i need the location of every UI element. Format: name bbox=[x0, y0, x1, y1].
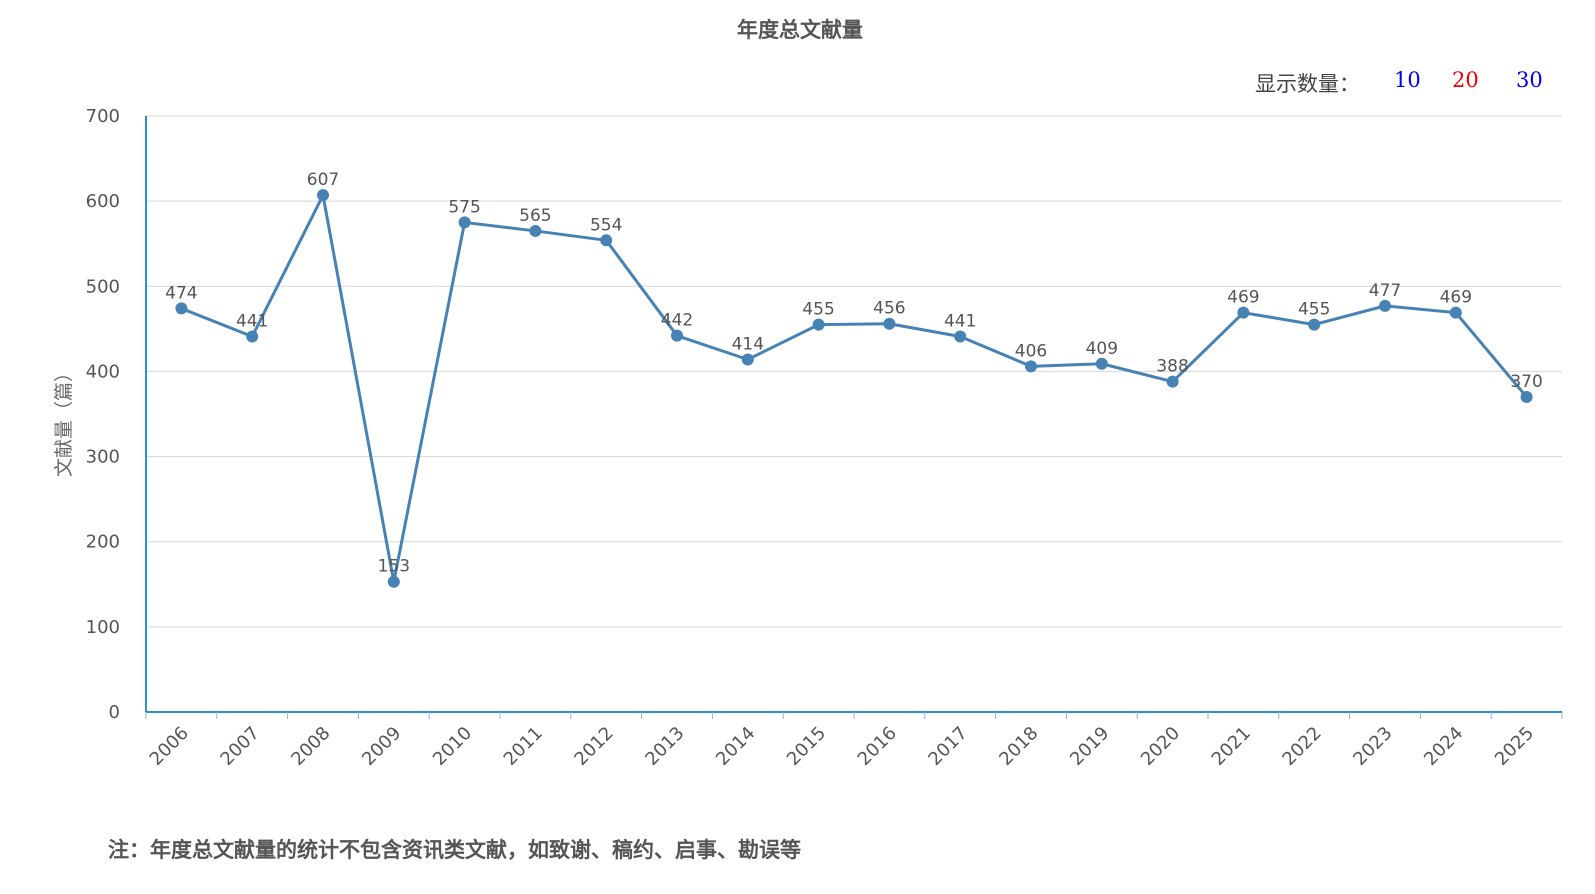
data-label: 469 bbox=[1440, 288, 1472, 308]
data-label: 477 bbox=[1369, 281, 1401, 301]
x-tick-label: 2020 bbox=[1137, 723, 1184, 770]
data-label: 554 bbox=[590, 215, 622, 235]
footnote: 注：年度总文献量的统计不包含资讯类文献，如致谢、稿约、启事、勘误等 bbox=[108, 838, 801, 862]
data-point bbox=[1379, 299, 1391, 312]
chart-title: 年度总文献量 bbox=[737, 18, 863, 42]
x-tick-label: 2025 bbox=[1491, 723, 1538, 770]
display-count-label: 显示数量： bbox=[1255, 72, 1360, 96]
data-point bbox=[1166, 375, 1179, 388]
data-label: 388 bbox=[1156, 357, 1188, 377]
x-tick-label: 2008 bbox=[287, 723, 334, 770]
data-label: 565 bbox=[519, 206, 551, 226]
data-point bbox=[883, 317, 896, 330]
data-label: 441 bbox=[944, 312, 976, 332]
x-tick-label: 2013 bbox=[641, 723, 688, 770]
x-tick-label: 2009 bbox=[358, 723, 405, 770]
data-point bbox=[529, 224, 542, 237]
grid-lines bbox=[146, 115, 1562, 628]
data-label: 456 bbox=[873, 299, 905, 319]
x-tick-label: 2021 bbox=[1208, 723, 1255, 770]
axes: 0 100 200 300 400 500 600 700 2006 2007 2008 2009 20… bbox=[86, 106, 1563, 770]
x-tick-label: 2012 bbox=[570, 723, 617, 770]
data-label: 469 bbox=[1227, 288, 1259, 308]
data-point bbox=[1520, 390, 1533, 403]
data-label: 409 bbox=[1086, 339, 1118, 359]
y-tick-label: 700 bbox=[86, 106, 120, 127]
data-point bbox=[812, 318, 825, 331]
data-label: 607 bbox=[307, 170, 339, 190]
data-point bbox=[1237, 306, 1250, 319]
data-point bbox=[1308, 318, 1321, 331]
count-option-20[interactable]: 20 bbox=[1452, 68, 1479, 92]
data-label: 442 bbox=[661, 311, 693, 331]
data-point bbox=[671, 329, 683, 342]
x-tick-label: 2006 bbox=[146, 723, 193, 770]
x-tick-label: 2019 bbox=[1066, 723, 1113, 770]
x-tick-label: 2022 bbox=[1278, 723, 1325, 770]
y-tick-label: 500 bbox=[86, 276, 120, 297]
x-tick-label: 2010 bbox=[429, 723, 476, 770]
data-point bbox=[246, 330, 259, 343]
display-count-selector: 显示数量： 10 20 30 bbox=[1255, 66, 1595, 100]
x-tick-label: 2007 bbox=[216, 723, 263, 770]
y-tick-label: 200 bbox=[86, 532, 120, 553]
series-line bbox=[180, 193, 1528, 584]
x-tick-label: 2011 bbox=[500, 723, 547, 770]
data-point bbox=[175, 302, 188, 315]
data-point bbox=[458, 216, 471, 229]
data-label: 575 bbox=[448, 197, 480, 217]
data-label: 406 bbox=[1015, 341, 1047, 361]
x-tick-label: 2017 bbox=[924, 723, 971, 770]
x-tick-label: 2018 bbox=[995, 723, 1042, 770]
y-axis-title: 文献量（篇） bbox=[53, 363, 75, 477]
data-label: 455 bbox=[1298, 300, 1330, 320]
data-series bbox=[175, 189, 1533, 588]
data-point bbox=[741, 353, 754, 366]
data-label: 370 bbox=[1510, 372, 1542, 392]
data-point bbox=[1449, 306, 1462, 319]
x-tick-label: 2023 bbox=[1349, 723, 1396, 770]
x-tick-label: 2024 bbox=[1420, 723, 1467, 770]
data-label: 441 bbox=[236, 312, 268, 332]
y-tick-label: 600 bbox=[86, 191, 120, 212]
x-tick-label: 2014 bbox=[712, 723, 759, 770]
data-label: 474 bbox=[165, 283, 197, 303]
data-labels: 474 441 607 153 575 565 554 442 414 455 456 441 406 4… bbox=[165, 170, 1543, 577]
y-tick-label: 400 bbox=[86, 361, 120, 382]
x-tick-label: 2015 bbox=[783, 723, 830, 770]
data-point bbox=[600, 234, 613, 247]
count-option-30[interactable]: 30 bbox=[1516, 68, 1543, 92]
data-point bbox=[387, 575, 400, 588]
y-tick-label: 100 bbox=[86, 617, 120, 638]
y-tick-label: 0 bbox=[109, 702, 120, 723]
data-label: 414 bbox=[732, 335, 764, 355]
data-label: 153 bbox=[378, 557, 410, 577]
data-point bbox=[1025, 360, 1037, 373]
data-point bbox=[954, 330, 967, 343]
data-point bbox=[1095, 357, 1108, 370]
y-tick-label: 300 bbox=[86, 447, 120, 468]
data-point bbox=[317, 189, 329, 202]
count-option-10[interactable]: 10 bbox=[1394, 68, 1421, 92]
x-tick-label: 2016 bbox=[854, 723, 901, 770]
data-label: 455 bbox=[802, 300, 834, 320]
